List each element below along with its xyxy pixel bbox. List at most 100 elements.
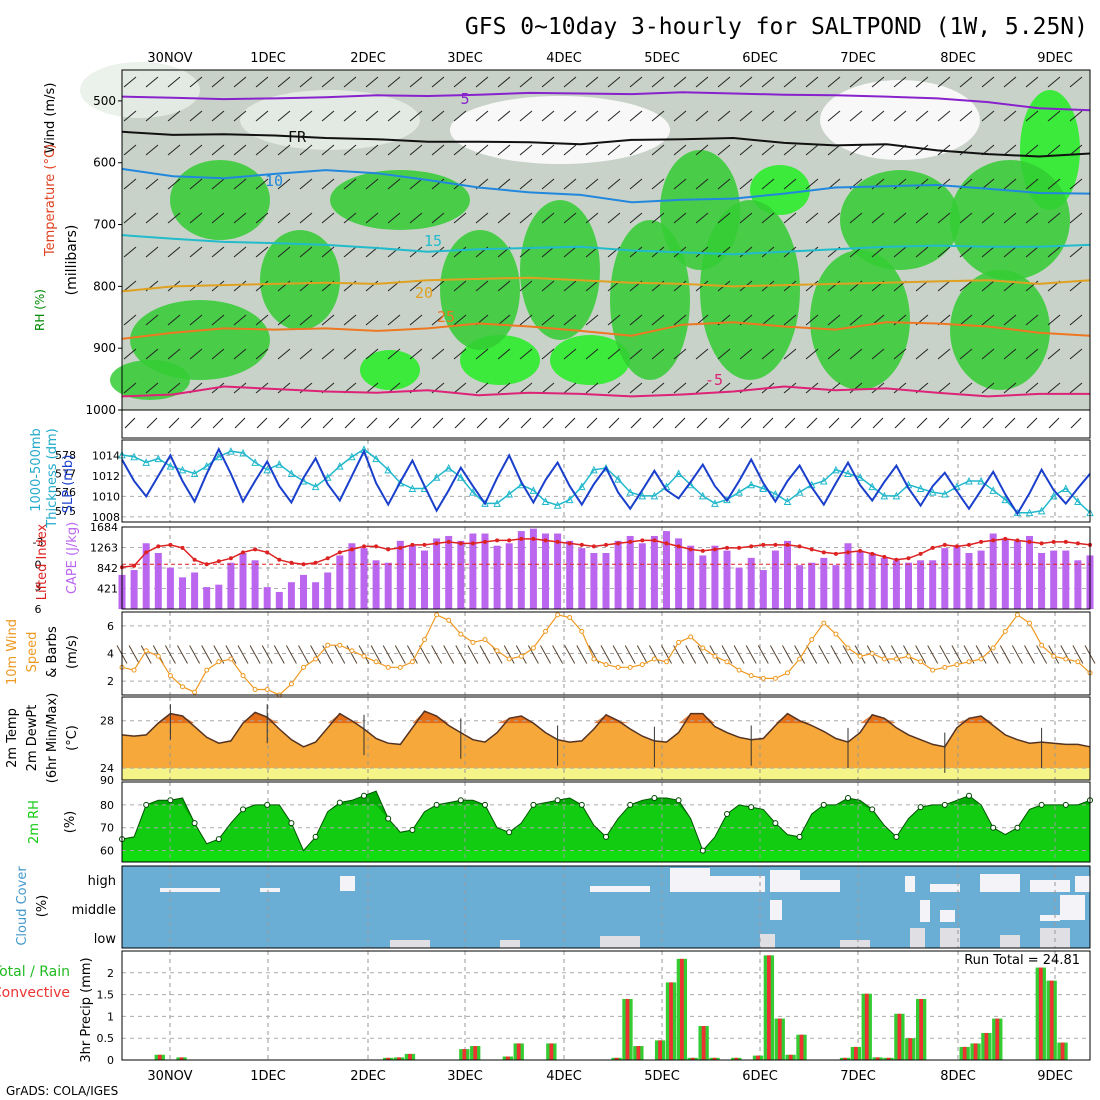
- isotherm-line: [121, 385, 1090, 398]
- rh-contour-region: [330, 170, 470, 230]
- precip-convective-bar: [614, 1057, 619, 1060]
- contour-label: 20: [415, 284, 433, 302]
- wind-barb: [225, 645, 237, 664]
- panel-labels: Wind (m/s)Temperature (°C) RH (%) (milliba…: [0, 83, 94, 1063]
- wind-barb: [233, 178, 247, 190]
- thickness-point: [759, 484, 768, 492]
- wind-barb: [805, 110, 819, 122]
- rh-point: [966, 792, 972, 799]
- lifted-index-point: [761, 542, 766, 547]
- wind-barb: [783, 212, 797, 224]
- wind-barb: [916, 417, 928, 429]
- cape-bar: [227, 562, 235, 609]
- wind-barb: [871, 76, 885, 88]
- wind-barb: [387, 178, 401, 190]
- wind-barb: [1047, 110, 1061, 122]
- rh-point: [288, 820, 295, 827]
- rh-point: [820, 801, 827, 808]
- cloud-row-label: low: [94, 932, 117, 947]
- wind-barb: [343, 212, 357, 224]
- wind-barb: [805, 280, 819, 292]
- cape-bar: [312, 582, 320, 609]
- thickness-point: [771, 489, 780, 498]
- cloud-frame: [121, 865, 1091, 949]
- wind-barb: [871, 144, 885, 156]
- wind-barb: [1036, 645, 1048, 664]
- wind-speed-point: [204, 667, 210, 673]
- wind-barb: [607, 76, 621, 88]
- cape-bar: [868, 553, 876, 609]
- rh-point: [990, 824, 997, 831]
- wind-barb: [387, 314, 401, 326]
- wind-barb: [585, 348, 599, 360]
- wind-barb: [432, 417, 444, 429]
- wind-barb: [277, 246, 291, 258]
- cape-bar: [1074, 560, 1082, 609]
- wind-barb: [960, 417, 972, 429]
- precip-convective-bar: [756, 1055, 760, 1060]
- wind-barb: [981, 382, 995, 394]
- rh-point: [336, 799, 343, 806]
- wind-barb: [299, 212, 313, 224]
- cloud-cell: [910, 928, 925, 948]
- wind-barb: [1025, 348, 1039, 360]
- wind-tick-label: 4: [107, 648, 114, 661]
- precip-convective-bar: [886, 1057, 891, 1060]
- rh-point: [457, 797, 464, 804]
- wind-barb: [939, 645, 951, 664]
- lifted-index-point: [567, 541, 572, 546]
- wind-barb: [1070, 417, 1082, 429]
- rh-contour-region: [110, 360, 190, 400]
- wind-barb: [387, 212, 401, 224]
- wind-barb: [343, 110, 357, 122]
- wind-barb: [541, 348, 555, 360]
- wind-barb: [999, 645, 1011, 664]
- thickness-point: [384, 465, 393, 474]
- wind-barb: [541, 314, 555, 326]
- precip-convective-bar: [462, 1049, 467, 1060]
- rh-contour-region: [130, 300, 270, 380]
- wind-barb: [739, 110, 753, 122]
- precip-convective-bar: [897, 1013, 902, 1060]
- rh-contour-region: [80, 62, 200, 118]
- wind-barb: [915, 144, 929, 156]
- wind-speed-point: [482, 637, 488, 643]
- thickness-point: [202, 461, 211, 470]
- wind-barb: [277, 110, 291, 122]
- wind-barb: [607, 110, 621, 122]
- wind-barb: [519, 110, 533, 122]
- wind-barb: [409, 212, 423, 224]
- wind-speed-point: [821, 620, 827, 626]
- wind-speed-point: [518, 653, 524, 659]
- lifted-index-point: [640, 538, 645, 543]
- lifted-index-point: [289, 560, 294, 565]
- wind-barb: [745, 645, 757, 664]
- wind-barb: [651, 314, 665, 326]
- wind-barb: [585, 382, 599, 394]
- wind-barb: [519, 178, 533, 190]
- wind-barb: [761, 314, 775, 326]
- cloud-cell: [1030, 880, 1070, 892]
- wind-barb: [503, 645, 515, 664]
- lifted-index-point: [967, 542, 971, 547]
- cape-bar: [215, 584, 223, 609]
- wind-barb: [783, 144, 797, 156]
- thickness-point: [735, 488, 743, 496]
- wind-barb: [443, 645, 455, 664]
- wind-barb: [211, 246, 225, 258]
- contour-label: -5: [705, 371, 723, 389]
- precip-convective-bar: [505, 1056, 510, 1060]
- slp-panel-bg: [122, 440, 1090, 522]
- lifted-index-point: [458, 541, 463, 546]
- wind-barb: [695, 144, 709, 156]
- isotherm-line: [121, 91, 1091, 112]
- rh-tick-label: 60: [100, 845, 114, 858]
- cloud-cell: [1040, 915, 1060, 921]
- thickness-point: [965, 476, 973, 485]
- thickness-tick-label: 576: [55, 486, 76, 499]
- wind-speed-point: [216, 659, 222, 665]
- lifted-index-point: [785, 542, 790, 547]
- wind-barb: [937, 280, 951, 292]
- wind-barb: [212, 417, 224, 429]
- lifted-index-point: [1027, 539, 1032, 544]
